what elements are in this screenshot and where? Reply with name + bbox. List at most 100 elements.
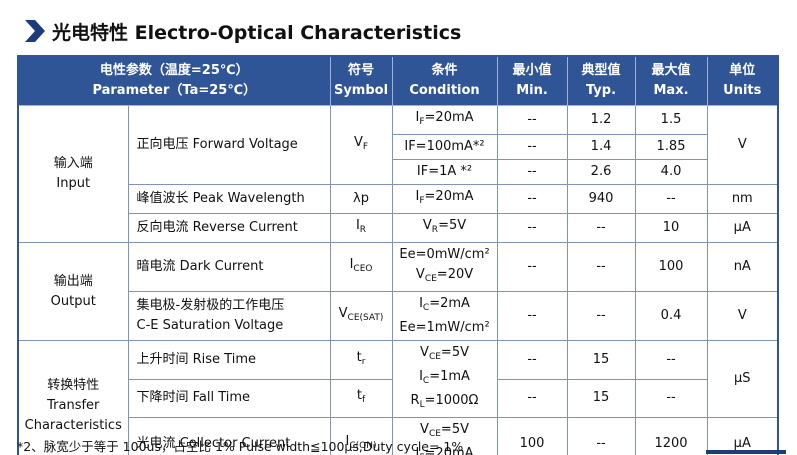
text-line: 转换特性 bbox=[47, 377, 100, 393]
subscript: C(ON) bbox=[349, 441, 377, 451]
typ-cell: -- bbox=[566, 417, 636, 455]
subscript: F bbox=[419, 196, 425, 206]
text: V bbox=[422, 218, 432, 233]
symbol-cell: ICEO bbox=[329, 242, 393, 292]
unit-cell: μS bbox=[706, 340, 779, 418]
text: =5V bbox=[440, 345, 469, 360]
subscript: R bbox=[431, 225, 439, 235]
symbol-cell: VF bbox=[329, 105, 393, 185]
text: λp bbox=[353, 191, 369, 206]
condition-line: IF=100mA*² bbox=[396, 137, 494, 157]
column-header: 条件 Condition bbox=[391, 55, 498, 106]
typ-cell: 1.2 bbox=[566, 105, 636, 135]
subscript: L bbox=[419, 400, 425, 410]
text: I bbox=[415, 189, 420, 204]
chevron-icon bbox=[25, 20, 45, 42]
text-line: 典型值 bbox=[581, 63, 621, 78]
text-line: 下降时间 Fall Time bbox=[136, 390, 251, 406]
text: I bbox=[349, 257, 354, 272]
min-cell: -- bbox=[496, 291, 568, 341]
text-line: 电性参数（温度=25℃） bbox=[99, 63, 249, 78]
condition-line: VCE=20V bbox=[396, 265, 494, 289]
param-cell: 反向电流 Reverse Current bbox=[127, 213, 331, 243]
text: R bbox=[410, 393, 420, 408]
text: V bbox=[420, 422, 429, 437]
unit-cell: μA bbox=[706, 417, 779, 455]
typ-cell: 2.6 bbox=[566, 159, 636, 185]
text: I bbox=[355, 218, 360, 233]
text: I bbox=[415, 110, 420, 125]
column-header: 典型值 Typ. bbox=[566, 55, 636, 106]
min-cell: -- bbox=[496, 134, 568, 160]
condition-line: IF=1A *² bbox=[396, 162, 494, 182]
text: Ee=0mW/cm² bbox=[399, 247, 490, 262]
max-cell: 1200 bbox=[634, 417, 708, 455]
typ-cell: -- bbox=[566, 213, 636, 243]
subscript: R bbox=[359, 225, 367, 235]
symbol-cell: tr bbox=[329, 340, 393, 380]
text: =1000Ω bbox=[424, 393, 479, 408]
text-line: C-E Saturation Voltage bbox=[136, 318, 284, 333]
symbol-cell: tf bbox=[329, 378, 393, 418]
group-label: 转换特性 Transfer Characteristics bbox=[17, 340, 129, 455]
param-cell: 上升时间 Rise Time bbox=[127, 340, 331, 380]
typ-cell: 15 bbox=[566, 378, 636, 418]
subscript: f bbox=[361, 395, 366, 406]
param-cell: 暗电流 Dark Current bbox=[127, 242, 331, 292]
text-line: 输出端 bbox=[53, 273, 93, 289]
text: I bbox=[419, 369, 423, 384]
condition-cell: VCE=5V IC=1mA RL=1000Ω bbox=[391, 340, 498, 418]
subscript: r bbox=[361, 356, 366, 367]
condition-cell: IF=1A *² bbox=[391, 159, 498, 185]
table-row: 峰值波长 Peak Wavelength λp IF=20mA -- 940 -- nm bbox=[18, 184, 779, 214]
table-row: 输入端 Input 正向电压 Forward Voltage VF IF=20mA -- 1… bbox=[17, 105, 779, 243]
text-line: Input bbox=[56, 176, 91, 191]
text: =5V bbox=[440, 422, 469, 437]
param-cell: 集电极-发射极的工作电压 C-E Saturation Voltage bbox=[127, 291, 331, 341]
condition-cell: IF=20mA bbox=[391, 105, 498, 135]
min-cell: 100 bbox=[496, 417, 568, 455]
max-cell: 100 bbox=[634, 242, 708, 292]
condition-line: VCE=5V bbox=[396, 420, 494, 444]
text: V bbox=[415, 267, 425, 282]
title: 光电特性 Electro-Optical Characteristics bbox=[52, 21, 462, 44]
max-cell: -- bbox=[634, 340, 708, 380]
max-cell: 1.85 bbox=[634, 134, 708, 160]
max-cell: 10 bbox=[634, 213, 708, 243]
subscript: C bbox=[422, 376, 430, 386]
text-line: Characteristics bbox=[24, 417, 122, 433]
text-line: Symbol bbox=[333, 83, 389, 98]
text-line: 输入端 bbox=[53, 156, 93, 171]
text: I bbox=[415, 446, 420, 455]
text: V bbox=[338, 306, 348, 321]
condition-line: IF=20mA bbox=[396, 187, 494, 211]
text-line: Max. bbox=[653, 83, 689, 98]
condition-line: IF=20mA bbox=[396, 444, 494, 455]
subscript: CE bbox=[428, 429, 441, 439]
text-line: 峰值波长 Peak Wavelength bbox=[136, 191, 305, 206]
table-row: 下降时间 Fall Time tf -- 15 -- bbox=[18, 378, 778, 418]
typ-cell: -- bbox=[566, 291, 636, 341]
text-line: 单位 bbox=[729, 63, 756, 78]
min-cell: -- bbox=[496, 340, 568, 380]
unit-cell: μA bbox=[706, 213, 779, 243]
text-line: Min. bbox=[516, 83, 548, 98]
max-cell: -- bbox=[634, 184, 708, 214]
table-row: IF=100mA*² -- 1.4 1.85 bbox=[18, 134, 778, 160]
spec-table: 电性参数（温度=25℃） Parameter（Ta=25℃） 符号 Symbol 条件 C… bbox=[17, 55, 780, 455]
text: V bbox=[353, 135, 363, 150]
text-line: Transfer bbox=[47, 397, 100, 413]
condition-line: RL=1000Ω bbox=[396, 391, 494, 415]
text-line: 条件 bbox=[431, 63, 458, 78]
text: IF=1A *² bbox=[416, 164, 473, 179]
param-cell: 正向电压 Forward Voltage bbox=[127, 105, 331, 185]
column-header: 符号 Symbol bbox=[329, 55, 393, 106]
min-cell: -- bbox=[496, 378, 568, 418]
column-header: 最小值 Min. bbox=[496, 55, 568, 106]
text-line: 暗电流 Dark Current bbox=[136, 259, 264, 274]
text: IF=100mA*² bbox=[404, 139, 485, 154]
min-cell: -- bbox=[496, 242, 568, 292]
text: I bbox=[345, 434, 350, 449]
